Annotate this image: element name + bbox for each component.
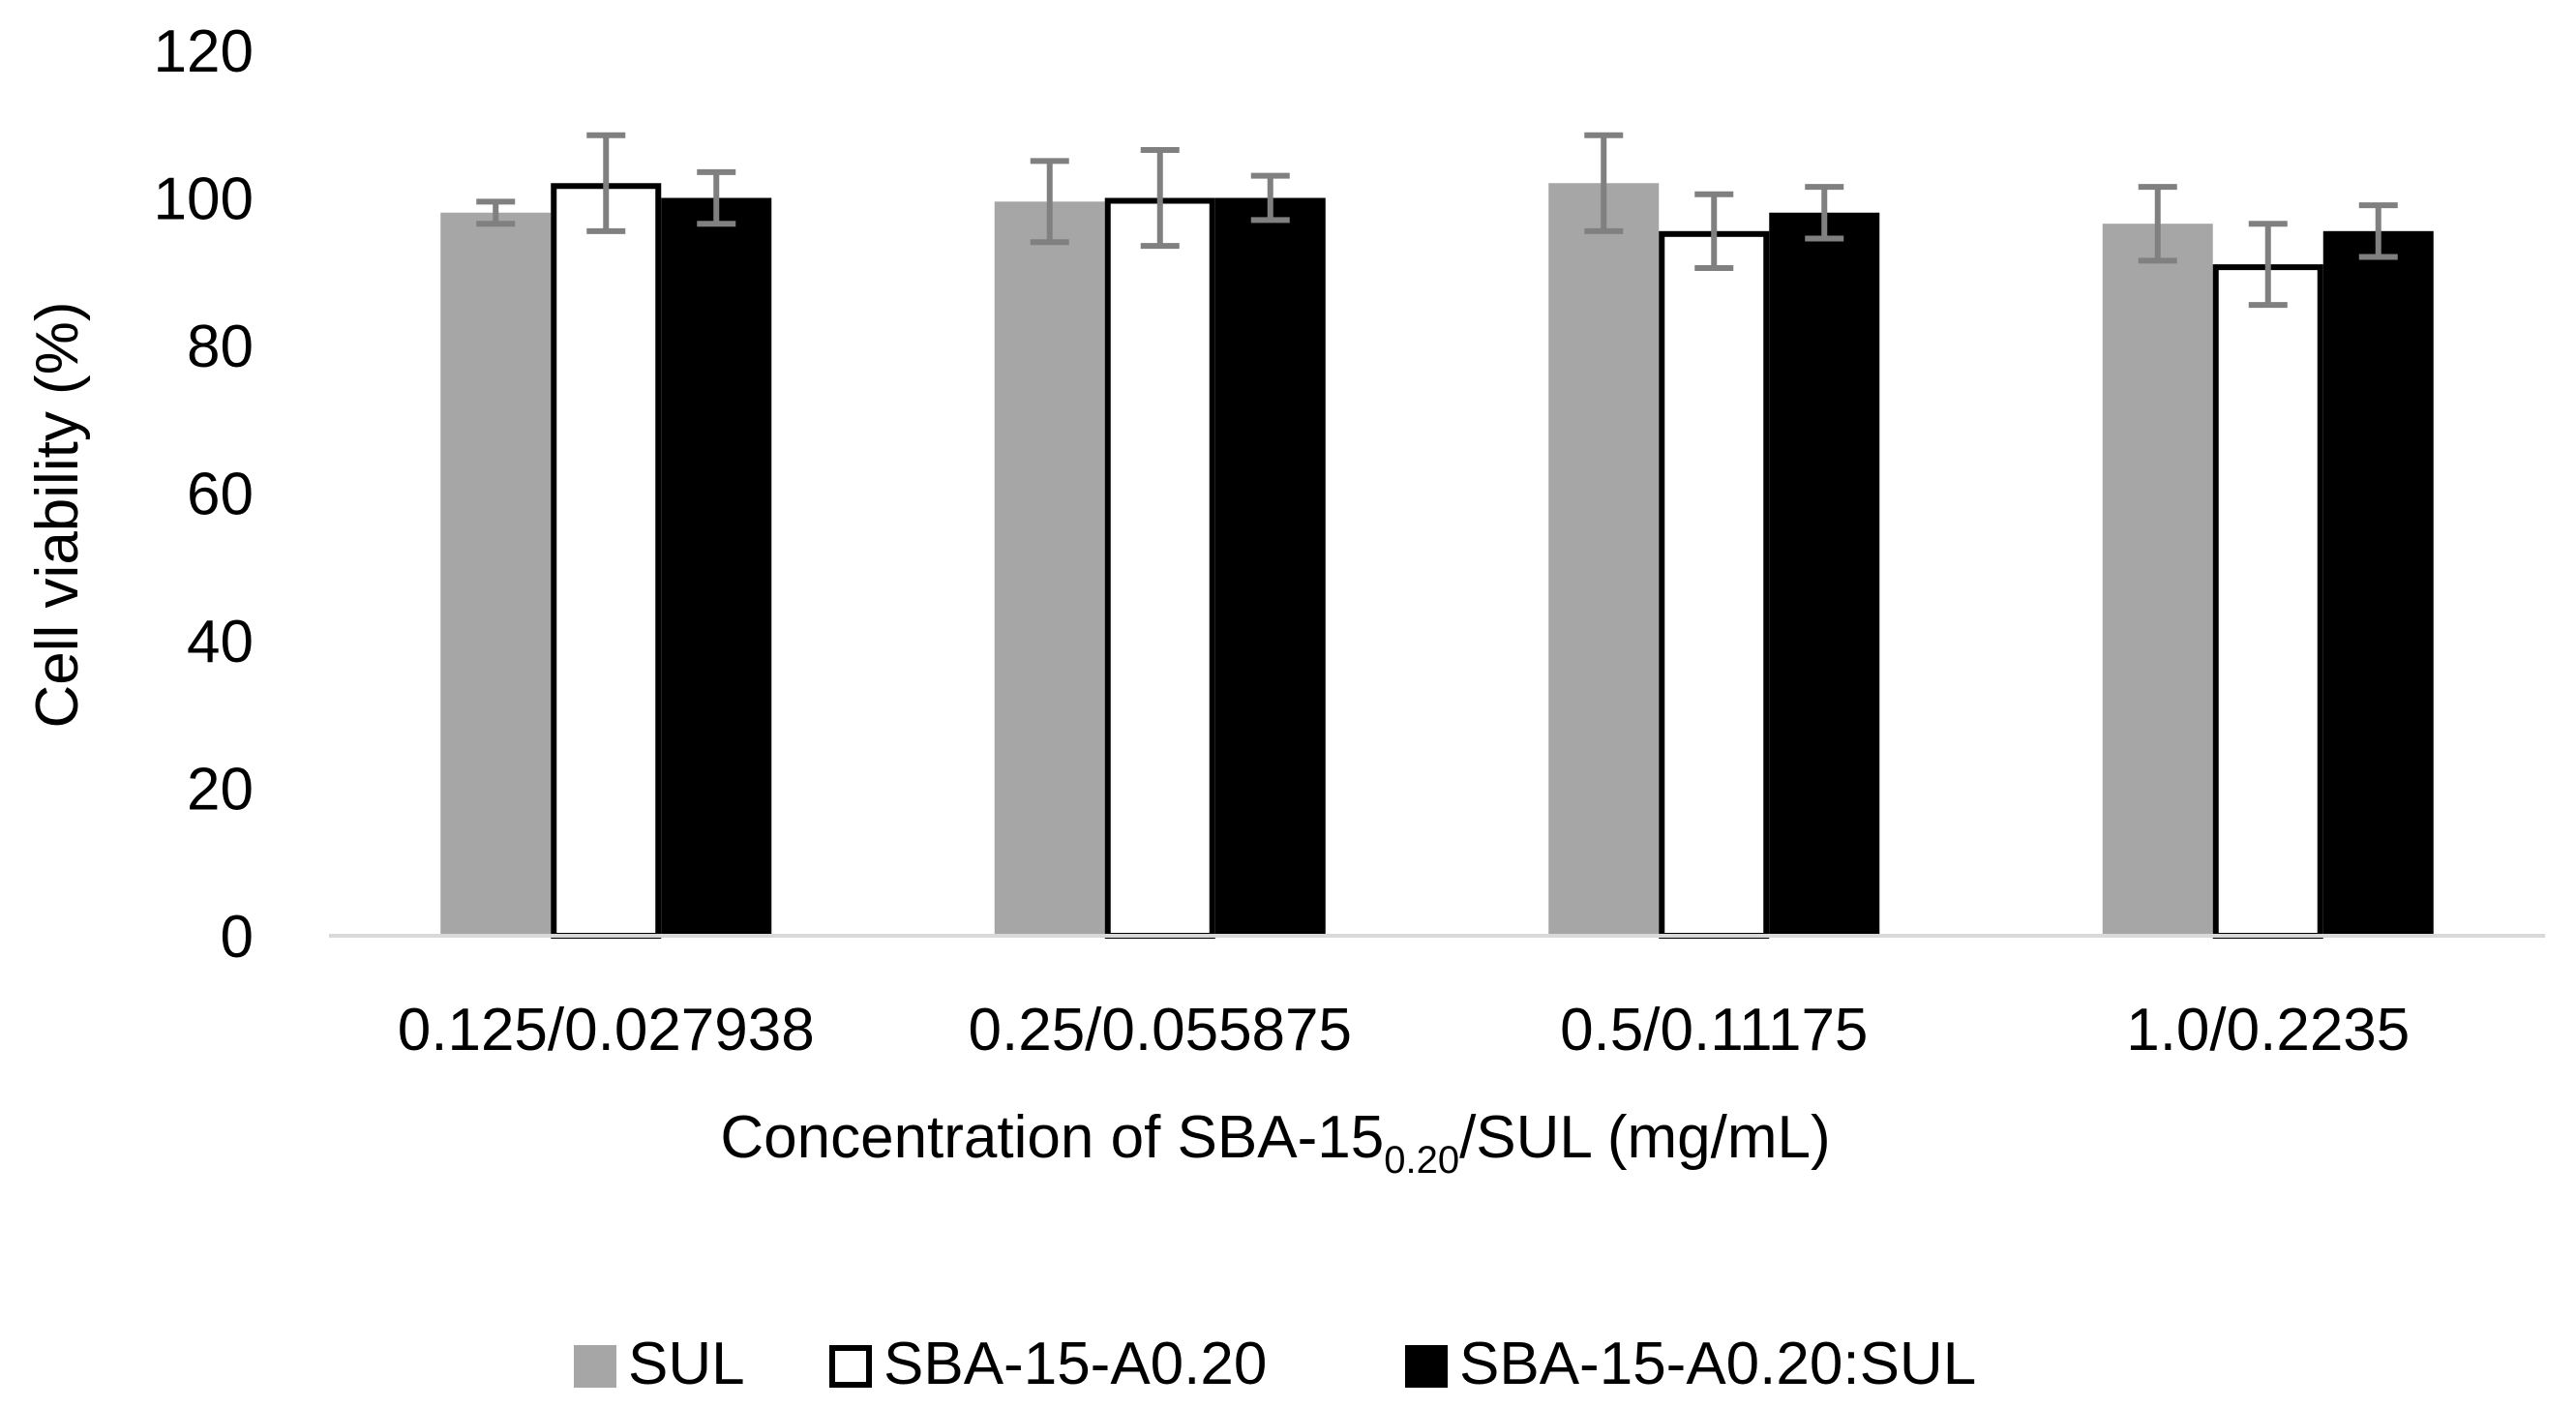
legend-label: SBA-15-A0.20 [884, 1331, 1267, 1397]
bar-sul-0 [440, 212, 552, 936]
error-bar-sba-15-a0-20-sul-0 [697, 168, 736, 227]
error-bar-sba-15-a0-20-2 [1694, 191, 1734, 271]
y-tick-label: 60 [187, 462, 254, 528]
x-axis-label: Concentration of SBA-150.20/SUL (mg/mL) [720, 1104, 1830, 1182]
error-bar-sba-15-a0-20-sul-1 [1250, 172, 1290, 224]
bar-sba-15-a0-20-2 [1659, 230, 1770, 939]
bar-sul-3 [2102, 224, 2213, 936]
bar-sul-2 [1548, 183, 1660, 936]
y-axis-tick-labels: 0 20 40 60 80 100 120 [154, 18, 254, 971]
error-bar-sul-0 [476, 198, 516, 227]
bar-sba-15-a0-20-3 [2212, 264, 2323, 939]
y-tick-label: 120 [154, 18, 254, 85]
x-tick-label: 0.125/0.027938 [398, 997, 815, 1063]
y-tick-label: 40 [187, 609, 254, 675]
bar-sba-15-a0-20-sul-2 [1769, 212, 1880, 936]
legend-swatch [1405, 1345, 1448, 1388]
legend: SUL SBA-15-A0.20 SBA-15-A0.20:SUL [574, 1331, 1976, 1397]
y-tick-label: 20 [187, 757, 254, 824]
legend-swatch [829, 1345, 872, 1388]
bar-sba-15-a0-20-0 [551, 183, 662, 939]
bars [440, 183, 2434, 939]
y-tick-label: 80 [187, 314, 254, 380]
x-tick-label: 0.25/0.055875 [969, 997, 1353, 1063]
bar-sba-15-a0-20-sul-3 [2322, 230, 2434, 936]
error-bar-sba-15-a0-20-sul-2 [1805, 184, 1844, 242]
error-bar-sba-15-a0-20-3 [2248, 221, 2288, 309]
legend-label: SUL [628, 1331, 745, 1397]
x-axis-label-subscript: 0.20 [1384, 1139, 1459, 1182]
error-bar-sul-1 [1030, 158, 1069, 246]
x-tick-label: 1.0/0.2235 [2126, 997, 2410, 1063]
error-bars [476, 132, 2398, 309]
legend-label: SBA-15-A0.20:SUL [1459, 1331, 1976, 1397]
error-bar-sba-15-a0-20-1 [1140, 146, 1180, 250]
x-axis-tick-labels: 0.125/0.027938 0.25/0.055875 0.5/0.11175 1.… [398, 997, 2411, 1063]
y-tick-label: 0 [221, 904, 254, 971]
x-tick-label: 0.5/0.11175 [1560, 997, 1868, 1063]
y-tick-label: 100 [154, 166, 254, 233]
error-bar-sul-2 [1584, 132, 1624, 234]
bar-sba-15-a0-20-sul-1 [1214, 197, 1326, 936]
bar-sul-1 [994, 201, 1105, 936]
error-bar-sul-3 [2138, 184, 2177, 264]
legend-swatch [574, 1345, 616, 1388]
bar-sba-15-a0-20-1 [1104, 197, 1215, 939]
bar-sba-15-a0-20-sul-0 [661, 197, 772, 936]
x-axis-label-prefix: Concentration of SBA-15 [720, 1104, 1384, 1171]
error-bar-sba-15-a0-20-0 [586, 132, 626, 234]
x-axis-label-suffix: /SUL (mg/mL) [1459, 1104, 1831, 1171]
y-axis-label: Cell viability (%) [24, 302, 91, 729]
error-bar-sba-15-a0-20-sul-3 [2358, 202, 2398, 260]
